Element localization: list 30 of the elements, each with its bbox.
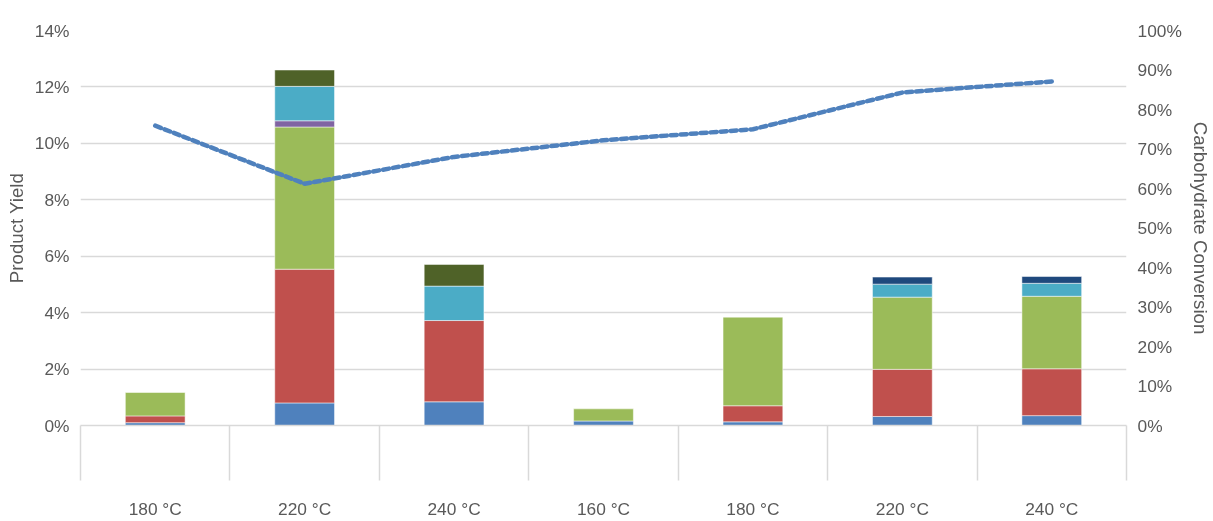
- x-tick-label: 220 °C: [278, 498, 332, 519]
- y2-tick-label: 90%: [1137, 60, 1173, 80]
- y2-tick-label: 40%: [1137, 257, 1173, 278]
- y2-tick-label: 0%: [1137, 415, 1163, 436]
- y-axis-title: Product Yield: [5, 173, 27, 284]
- x-tick-label: 240 °C: [1025, 498, 1079, 519]
- y2-tick-label: 20%: [1137, 336, 1173, 357]
- y2-tick-label: 60%: [1137, 178, 1173, 199]
- y2-tick-label: 10%: [1137, 376, 1173, 396]
- y-tick-label: 14%: [34, 20, 70, 41]
- y2-axis-title: Carbohydrate Conversion: [1189, 121, 1211, 335]
- y2-tick-label: 50%: [1137, 218, 1173, 238]
- y2-tick-label: 80%: [1137, 99, 1173, 120]
- y-tick-label: 6%: [44, 246, 70, 267]
- bar: [573, 408, 634, 422]
- x-tick-label: 180 °C: [128, 498, 182, 519]
- x-tick-label: 180 °C: [726, 498, 780, 519]
- y-tick-label: 4%: [44, 302, 70, 323]
- y2-tick-label: 70%: [1137, 139, 1173, 159]
- y2-tick-label: 30%: [1137, 297, 1173, 317]
- y2-tick-label: 100%: [1137, 20, 1182, 41]
- x-tick-label: 240 °C: [427, 498, 481, 519]
- y-tick-label: 10%: [34, 133, 70, 154]
- x-tick-label: 160 °C: [576, 498, 631, 519]
- y-tick-label: 12%: [34, 76, 70, 97]
- x-tick-label: 220 °C: [875, 498, 929, 519]
- y-tick-label: 8%: [44, 189, 70, 210]
- line-series: [152, 79, 1055, 187]
- y-tick-label: 0%: [44, 415, 70, 436]
- y-tick-label: 2%: [44, 359, 70, 380]
